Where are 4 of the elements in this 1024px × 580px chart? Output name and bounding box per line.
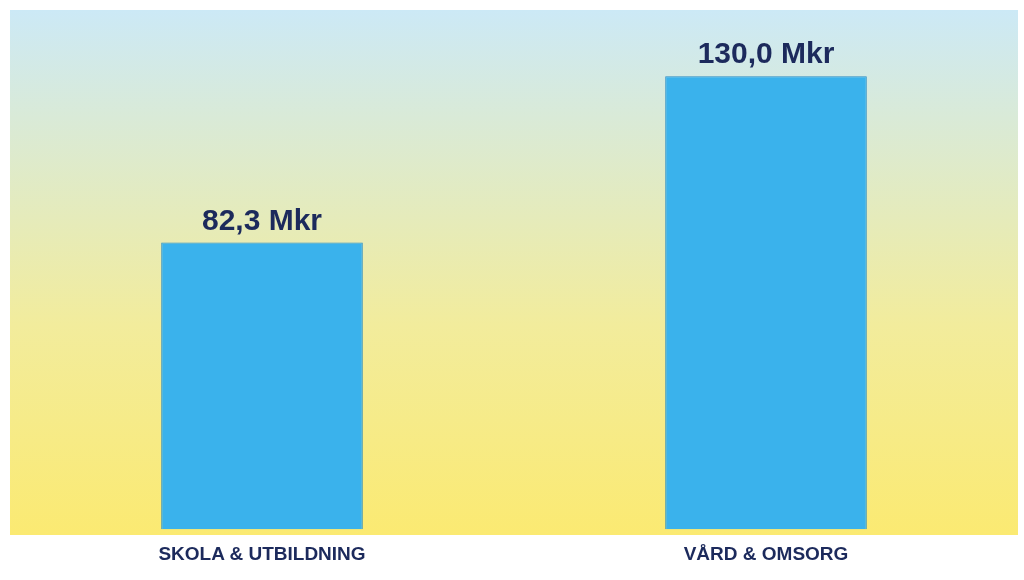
- data-label: 130,0 Mkr: [697, 36, 835, 70]
- x-tick-label: SKOLA & UTBILDNING: [158, 542, 366, 564]
- x-tick-label: VÅRD & OMSORG: [683, 542, 849, 564]
- data-label: 82,3 Mkr: [201, 202, 323, 236]
